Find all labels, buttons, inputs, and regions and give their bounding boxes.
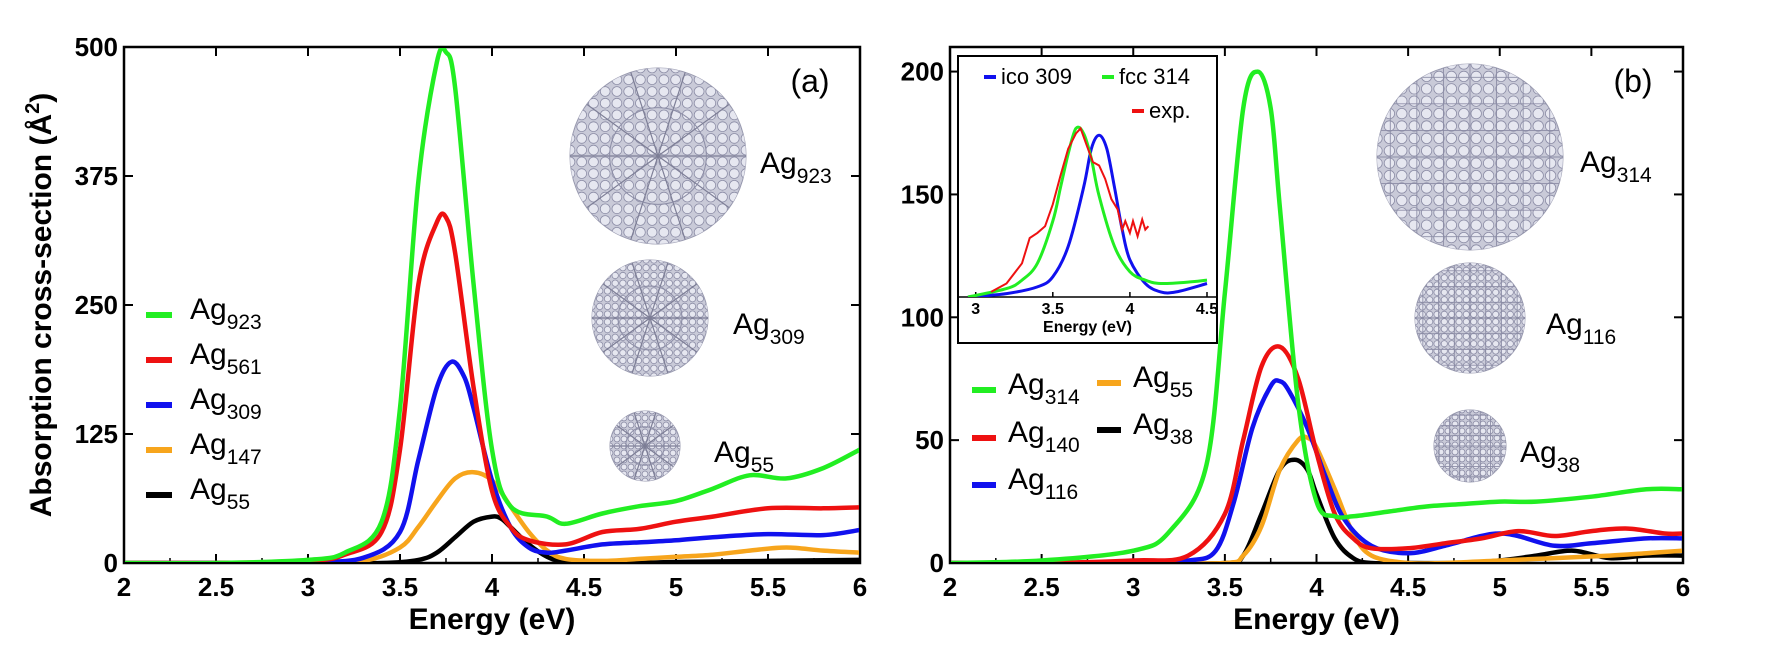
series-line-ag923 <box>125 48 859 562</box>
series-line-ag309 <box>125 359 859 562</box>
legend-entry-label: Ag561 <box>190 338 262 379</box>
x-tick-label: 5 <box>669 572 683 602</box>
inset-x-axis-label: Energy (eV) <box>1043 319 1132 336</box>
inset-x-tick-label: 3 <box>971 301 980 318</box>
cluster-label-ag55: Ag55 <box>714 436 774 477</box>
y-tick-label: 125 <box>75 419 118 449</box>
series-line-ag55 <box>125 514 859 562</box>
y-tick-label: 200 <box>901 57 944 87</box>
y-tick-label: 375 <box>75 161 118 191</box>
inset-x-tick-label: 3.5 <box>1042 301 1064 318</box>
legend-entry-label: Ag147 <box>190 428 262 469</box>
panel-label: (a) <box>790 63 829 99</box>
inset-series-line <box>967 133 1208 297</box>
x-tick-label: 3.5 <box>1207 572 1243 602</box>
inset-legend-label: ico 309 <box>1001 64 1072 89</box>
series-line-ag38 <box>951 457 1682 562</box>
x-tick-label: 2 <box>117 572 131 602</box>
cluster-label-ag309: Ag309 <box>733 308 805 349</box>
legend-entry-label: Ag309 <box>190 383 262 424</box>
x-tick-label: 6 <box>1676 572 1690 602</box>
y-tick-label: 150 <box>901 179 944 209</box>
x-tick-label: 2.5 <box>198 572 234 602</box>
legend-entry-label: Ag923 <box>190 293 262 334</box>
inset-series-line <box>967 125 1208 297</box>
legend: Ag314 Ag140 Ag116 Ag55 Ag38 <box>972 361 1193 504</box>
x-tick-label: 4.5 <box>566 572 602 602</box>
legend-entry-label: Ag38 <box>1133 408 1193 449</box>
inset-legend: ico 309 fcc 314 exp. <box>984 64 1191 123</box>
x-tick-label: 3 <box>1126 572 1140 602</box>
x-tick-label: 4 <box>1309 572 1324 602</box>
inset-legend-label: exp. <box>1149 98 1191 123</box>
y-tick-label: 0 <box>104 548 118 578</box>
series-line-ag561 <box>125 211 859 562</box>
x-axis-label: Energy (eV) <box>409 603 576 636</box>
x-tick-label: 2 <box>943 572 957 602</box>
x-tick-label: 3.5 <box>382 572 418 602</box>
y-tick-label: 50 <box>915 425 944 455</box>
legend-entry-label: Ag140 <box>1008 416 1080 457</box>
legend-entry-label: Ag116 <box>1008 463 1078 504</box>
inset-series-line <box>990 126 1150 293</box>
x-tick-label: 5 <box>1493 572 1507 602</box>
series-group <box>125 48 859 562</box>
inset-x-tick-label: 4 <box>1125 301 1134 318</box>
x-axis-label: Energy (eV) <box>1233 603 1400 636</box>
y-tick-label: 100 <box>901 302 944 332</box>
panel-a: 2 2.5 3 3.5 4 4.5 5 5.5 6 0 125 250 375 500 Energy (eV… <box>22 32 867 636</box>
inset-x-tick-label: 4.5 <box>1196 301 1218 318</box>
x-tick-label: 5.5 <box>1573 572 1609 602</box>
legend-entry-label: Ag55 <box>190 473 250 514</box>
inset-chart: 3 3.5 4 4.5 Energy (eV) ico 309 fcc 314 exp. <box>957 55 1218 344</box>
cluster-image-ag38 <box>1433 409 1507 483</box>
x-tick-label: 2.5 <box>1024 572 1060 602</box>
y-tick-label: 0 <box>930 548 944 578</box>
cluster-label-ag38: Ag38 <box>1520 436 1580 477</box>
cluster-image-ag116 <box>1414 262 1526 374</box>
inset-legend-label: fcc 314 <box>1119 64 1190 89</box>
x-tick-label: 4 <box>485 572 500 602</box>
legend-entry-label: Ag55 <box>1133 361 1193 402</box>
cluster-label-ag116: Ag116 <box>1546 308 1616 349</box>
panel-b: 2 2.5 3 3.5 4 4.5 5 5.5 6 0 50 100 150 200 Energy (eV)… <box>901 45 1690 636</box>
x-tick-label: 5.5 <box>750 572 786 602</box>
x-tick-label: 3 <box>301 572 315 602</box>
panel-label: (b) <box>1613 63 1652 99</box>
cluster-label-ag314: Ag314 <box>1580 146 1652 187</box>
series-group <box>951 69 1682 562</box>
x-tick-label: 6 <box>853 572 867 602</box>
legend-entry-label: Ag314 <box>1008 368 1080 409</box>
y-tick-label: 250 <box>75 290 118 320</box>
x-tick-label: 4.5 <box>1390 572 1426 602</box>
series-line-ag314 <box>951 69 1682 562</box>
y-axis-label: Absorption cross-section (Å2) <box>22 93 58 518</box>
y-tick-label: 500 <box>75 32 118 62</box>
cluster-label-ag923: Ag923 <box>760 147 832 188</box>
